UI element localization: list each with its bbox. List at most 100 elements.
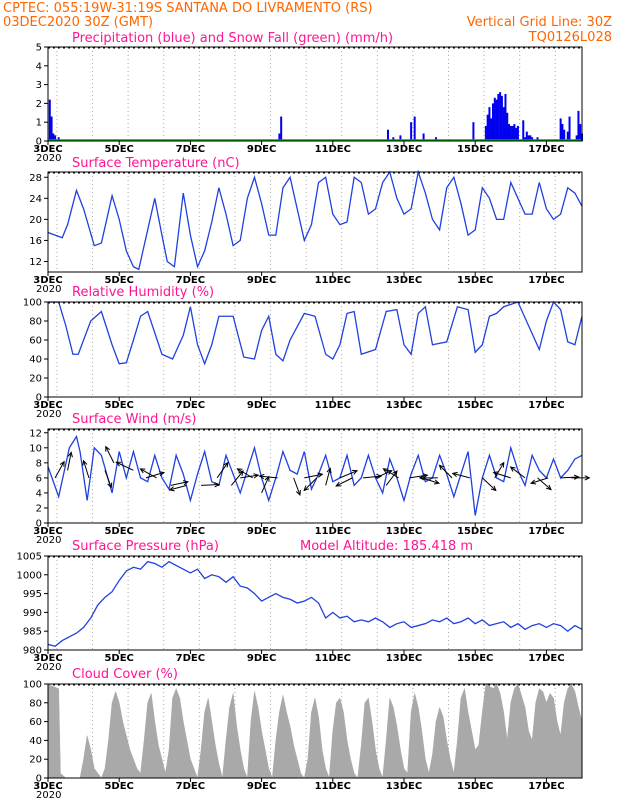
wind-arrow-head xyxy=(382,468,389,474)
wind-arrow-head xyxy=(236,468,243,474)
wind-arrow-head xyxy=(67,451,73,458)
cloud-xtick-label: 13DEC xyxy=(386,781,422,792)
cloud-ytick-label: 60 xyxy=(29,717,42,728)
precip-ytick-label: 1 xyxy=(36,118,42,129)
wind-arrow-head xyxy=(490,485,497,492)
temp-ytick-label: 12 xyxy=(29,257,42,268)
pressure-ytick-label: 1005 xyxy=(17,552,42,563)
cloud-cover-area xyxy=(47,683,583,779)
pressure-xtick-label: 5DEC xyxy=(104,653,133,664)
wind-arrow-head xyxy=(223,461,229,468)
precip-xtick-label: 15DEC xyxy=(457,144,493,155)
wind-arrow-head xyxy=(139,468,146,474)
precip-bar xyxy=(495,99,498,141)
precip-bar xyxy=(513,124,516,141)
pressure-series-line xyxy=(47,560,583,647)
precip-bar xyxy=(48,99,51,141)
precip-bar xyxy=(499,92,502,141)
precip-xtick-label: 5DEC xyxy=(104,144,133,155)
precip-bar xyxy=(504,94,507,141)
wind-arrow xyxy=(339,470,358,479)
cloud-xtick-label: 5DEC xyxy=(104,781,133,792)
wind-ytick-label: 8 xyxy=(36,458,42,469)
wind-arrow-head xyxy=(258,473,265,480)
precip-bar xyxy=(413,116,416,141)
precip-bar xyxy=(506,112,509,141)
pressure-xtick-label: 3DEC xyxy=(33,653,62,664)
wind-arrow-head xyxy=(546,484,552,491)
precip-bar xyxy=(399,135,402,141)
precip-xtick-label: 11DEC xyxy=(315,144,351,155)
rh-ytick-label: 80 xyxy=(29,317,42,328)
rh-frame xyxy=(47,301,583,398)
temp-xtick-label: 13DEC xyxy=(386,275,422,286)
wind-arrow xyxy=(201,484,220,486)
rh-ytick-label: 0 xyxy=(36,393,42,404)
wind-arrow-head xyxy=(584,475,591,481)
wind-arrow-head xyxy=(433,479,440,485)
precip-title: Precipitation (blue) and Snow Fall (gree… xyxy=(72,31,393,46)
precip-bar xyxy=(516,125,519,141)
wind-arrow xyxy=(169,484,187,491)
precip-bar xyxy=(386,129,389,141)
wind-arrow xyxy=(303,477,318,491)
wind-xtick-label: 17DEC xyxy=(528,526,564,537)
rh-ytick-label: 100 xyxy=(23,298,42,309)
rh-ytick-label: 20 xyxy=(29,374,42,385)
precip-bar xyxy=(484,125,487,141)
wind-arrow-head xyxy=(499,461,505,468)
pressure-xtick-label: 11DEC xyxy=(315,653,351,664)
header-model-code: TQ0126L028 xyxy=(528,30,612,45)
precip-bar xyxy=(536,137,539,141)
wind-arrow-head xyxy=(418,475,425,481)
temp-xtick-label: 3DEC xyxy=(33,275,62,286)
header-run-time: 03DEC2020 30Z (GMT) xyxy=(3,15,153,30)
wind-arrow xyxy=(293,477,301,496)
precip-bar xyxy=(508,124,511,141)
wind-xtick-label: 9DEC xyxy=(247,526,276,537)
rh-xtick-label: 11DEC xyxy=(315,400,351,411)
cloud-ytick-label: 40 xyxy=(29,736,42,747)
wind-ytick-label: 6 xyxy=(36,473,42,484)
pressure-ytick-label: 995 xyxy=(23,589,42,600)
rh-xtick-label: 5DEC xyxy=(104,400,133,411)
rh-ytick-label: 60 xyxy=(29,336,42,347)
temp-series-line xyxy=(47,169,583,271)
precip-bar xyxy=(57,137,60,141)
wind-ytick-label: 4 xyxy=(36,488,42,499)
pressure-ytick-label: 985 xyxy=(23,627,42,638)
wind-arrow xyxy=(240,474,259,479)
wind-arrow xyxy=(421,477,440,484)
temp-xtick-label: 7DEC xyxy=(176,275,205,286)
wind-arrow xyxy=(452,472,470,479)
wind-arrow-head xyxy=(422,473,429,479)
precip-bar xyxy=(561,124,564,141)
wind-arrow-head xyxy=(509,466,516,472)
precip-bar xyxy=(559,118,562,141)
wind-arrow-head xyxy=(317,472,324,478)
precip-bar xyxy=(52,133,55,141)
pressure-year-tag: 2020 xyxy=(36,662,61,673)
wind-arrow xyxy=(304,473,323,479)
precip-ytick-label: 4 xyxy=(36,61,42,72)
cloud-xtick-label: 17DEC xyxy=(528,781,564,792)
wind-arrow xyxy=(409,474,428,479)
precip-bar xyxy=(492,103,494,141)
cloud-ytick-label: 0 xyxy=(36,774,42,785)
wind-arrow xyxy=(54,461,65,479)
precip-bar xyxy=(515,127,518,141)
cloud-ytick-label: 20 xyxy=(29,755,42,766)
pressure-xtick-label: 9DEC xyxy=(247,653,276,664)
cloud-frame xyxy=(47,683,583,779)
wind-arrow-head xyxy=(82,459,88,466)
precip-bar xyxy=(486,114,489,141)
precip-bar xyxy=(410,122,413,141)
pressure-xtick-label: 7DEC xyxy=(176,653,205,664)
wind-arrow xyxy=(140,468,157,479)
cloud-title: Cloud Cover (%) xyxy=(72,667,178,682)
wind-arrow xyxy=(230,470,244,486)
pressure-xtick-label: 15DEC xyxy=(457,653,493,664)
cloud-ytick-label: 80 xyxy=(29,698,42,709)
precip-bar xyxy=(575,135,578,141)
precip-bar xyxy=(509,125,512,141)
